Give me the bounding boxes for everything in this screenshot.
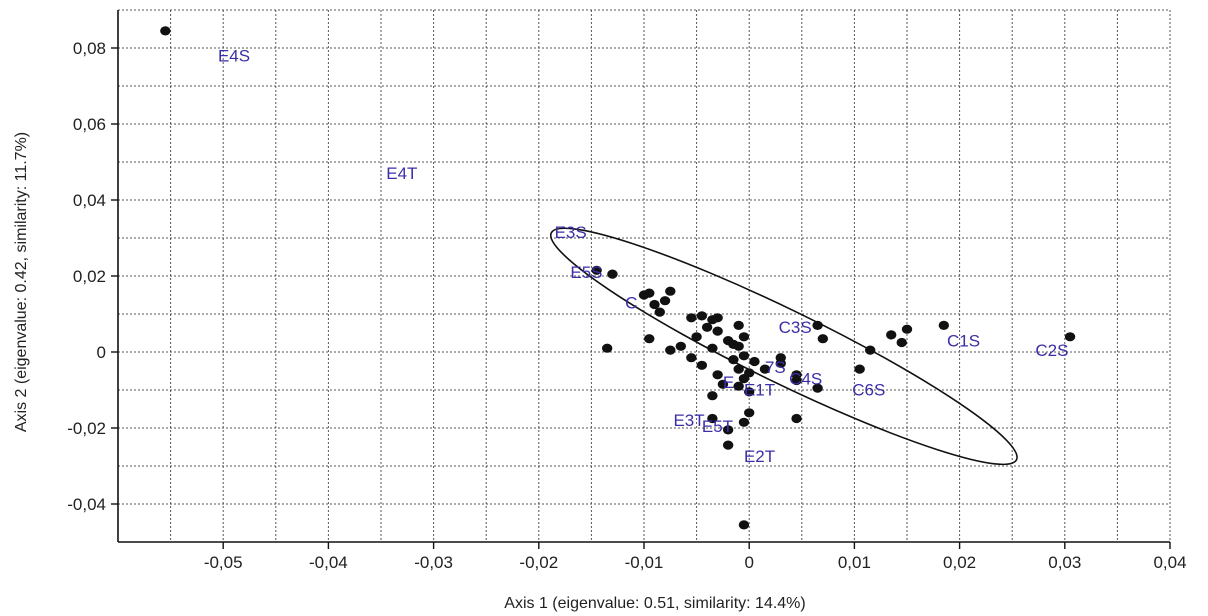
- data-point: [812, 320, 823, 330]
- x-tick-label: -0,03: [414, 553, 453, 572]
- point-label: C3S: [779, 318, 812, 337]
- point-label: E4S: [218, 46, 250, 65]
- data-point: [649, 299, 660, 310]
- data-point: [644, 334, 655, 344]
- data-point: [691, 332, 702, 342]
- data-point: [607, 269, 618, 279]
- x-tick-label: 0,01: [838, 553, 871, 572]
- y-axis-label: Axis 2 (eigenvalue: 0.42, similarity: 11…: [13, 132, 30, 432]
- data-point: [665, 286, 676, 296]
- data-point: [696, 360, 708, 370]
- data-point: [791, 375, 802, 386]
- data-point: [733, 381, 744, 391]
- data-point: [738, 520, 750, 530]
- confidence-ellipse-group: [549, 227, 1018, 466]
- data-point: [728, 355, 739, 365]
- point-label: C4S: [789, 369, 822, 388]
- data-point: [707, 413, 718, 424]
- data-point: [659, 296, 671, 306]
- data-point: [738, 332, 750, 342]
- x-tick-label: 0,03: [1048, 553, 1081, 572]
- point-label: E3T: [673, 411, 704, 430]
- data-point: [654, 307, 665, 317]
- data-point: [707, 391, 718, 401]
- y-tick-label: -0,02: [67, 419, 106, 438]
- data-point: [601, 343, 613, 353]
- data-point: [738, 417, 750, 427]
- data-point: [896, 337, 907, 348]
- data-point: [701, 322, 713, 332]
- data-point: [712, 370, 723, 380]
- confidence-ellipse: [549, 227, 1018, 466]
- y-tick-label: 0,06: [73, 115, 106, 134]
- point-label: E3S: [555, 223, 587, 242]
- point-label: E2T: [744, 447, 775, 466]
- data-point: [1064, 332, 1076, 342]
- data-point: [665, 345, 676, 355]
- data-point: [644, 288, 655, 298]
- data-point: [744, 408, 755, 418]
- data-point: [707, 343, 718, 353]
- x-axis-label: Axis 1 (eigenvalue: 0.51, similarity: 14…: [504, 595, 805, 612]
- data-point: [854, 364, 865, 374]
- data-point: [712, 326, 723, 336]
- x-tick-label: -0,02: [519, 553, 558, 572]
- y-tick-label: 0,02: [73, 267, 106, 286]
- data-point: [938, 320, 950, 330]
- data-point: [160, 26, 171, 36]
- points: [160, 26, 1076, 530]
- data-point: [686, 353, 697, 363]
- data-point: [744, 368, 755, 378]
- data-point: [722, 440, 734, 450]
- point-label: 7S: [765, 358, 786, 377]
- y-tick-label: 0,08: [73, 39, 106, 58]
- data-point: [686, 313, 697, 323]
- point-label: C2S: [1035, 341, 1068, 360]
- data-point: [712, 313, 723, 323]
- y-tick-label: 0,04: [73, 191, 106, 210]
- point-label: E4T: [386, 164, 417, 183]
- data-point: [675, 341, 687, 351]
- point-label: E1T: [744, 381, 775, 400]
- x-tick-label: 0,04: [1153, 553, 1186, 572]
- y-tick-labels: 0,08 0,06 0,04 0,02 0 -0,02 -0,04: [67, 39, 106, 514]
- data-point: [812, 383, 823, 393]
- data-point: [817, 334, 829, 344]
- point-label: C1S: [947, 331, 980, 350]
- x-tick-labels: -0,05 -0,04 -0,03 -0,02 -0,01 0 0,01 0,02 0,03 0,…: [204, 553, 1187, 572]
- x-tick-label: -0,04: [309, 553, 348, 572]
- data-point: [733, 320, 744, 330]
- data-point: [738, 351, 750, 361]
- y-tick-label: 0: [97, 343, 106, 362]
- data-point: [722, 425, 734, 435]
- point-label: C6S: [852, 381, 885, 400]
- data-point: [696, 311, 708, 321]
- axes: [111, 10, 1171, 549]
- data-point: [591, 265, 602, 275]
- x-tick-label: -0,01: [625, 553, 664, 572]
- data-point: [759, 364, 771, 374]
- x-tick-label: 0,02: [943, 553, 976, 572]
- point-label: E5T: [702, 417, 733, 436]
- grid: [117, 9, 1171, 543]
- data-point: [775, 358, 786, 368]
- point-label: E5S: [570, 263, 602, 282]
- x-tick-label: -0,05: [204, 553, 243, 572]
- x-tick-label: 0: [744, 553, 753, 572]
- data-point: [744, 387, 755, 397]
- data-point: [901, 324, 913, 334]
- data-point: [728, 339, 739, 349]
- data-point: [864, 345, 876, 355]
- data-point: [886, 330, 897, 340]
- point-label: C: [625, 293, 637, 312]
- data-point: [749, 356, 760, 367]
- data-point: [791, 413, 802, 424]
- y-tick-label: -0,04: [67, 495, 106, 514]
- data-point: [717, 379, 729, 389]
- point-label: E: [723, 373, 734, 392]
- data-point: [733, 364, 744, 374]
